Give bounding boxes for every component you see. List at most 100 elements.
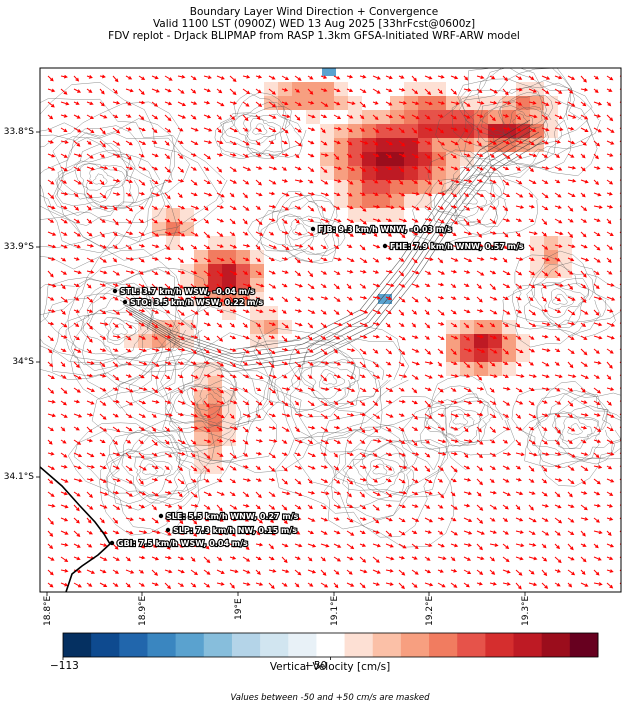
wind-arrow: [541, 400, 548, 404]
wind-arrow: [333, 335, 341, 340]
wind-arrow: [203, 504, 211, 510]
convergence-cell: [376, 138, 390, 152]
wind-arrow: [372, 491, 381, 496]
wind-arrow: [99, 88, 105, 95]
wind-arrow: [463, 413, 471, 417]
wind-arrow: [203, 296, 211, 300]
wind-arrow: [489, 556, 495, 562]
wind-arrow: [541, 140, 549, 145]
convergence-cell: [488, 334, 502, 348]
terrain-contour: [435, 68, 598, 177]
wind-arrow: [580, 335, 588, 340]
wind-arrow: [385, 205, 395, 210]
wind-arrow: [138, 452, 145, 459]
wind-arrow: [125, 556, 131, 562]
wind-arrow: [138, 75, 146, 80]
colorbar-swatch: [344, 633, 374, 657]
wind-arrow: [112, 426, 121, 433]
wind-arrow: [541, 374, 550, 379]
wind-arrow: [112, 114, 119, 119]
terrain-contour: [324, 429, 441, 520]
wind-arrow: [86, 530, 93, 535]
wind-arrow: [99, 426, 108, 432]
wind-arrow: [567, 452, 576, 458]
wind-arrow: [294, 491, 303, 496]
wind-arrow: [281, 478, 288, 485]
wind-arrow: [333, 478, 341, 484]
wind-arrow: [320, 88, 328, 92]
wind-arrow: [268, 127, 277, 132]
wind-arrow: [268, 114, 277, 119]
wind-arrow: [268, 218, 276, 222]
wind-arrow: [437, 556, 447, 561]
wind-arrow: [346, 88, 354, 92]
wind-arrow: [567, 569, 576, 576]
wind-arrow: [138, 555, 146, 560]
wind-arrow: [346, 387, 356, 392]
wind-arrow: [177, 205, 186, 210]
wind-arrow: [177, 556, 185, 561]
wind-arrow: [47, 192, 55, 200]
wind-arrow: [359, 582, 366, 589]
wind-arrow: [437, 101, 446, 105]
wind-arrow: [125, 374, 132, 378]
wind-arrow: [47, 270, 54, 278]
wind-arrow: [541, 387, 550, 391]
wind-arrow: [567, 335, 575, 340]
wind-arrow: [398, 504, 406, 509]
wind-arrow: [437, 166, 445, 171]
wind-arrow: [190, 400, 196, 406]
wind-arrow: [385, 192, 393, 198]
wind-arrow: [112, 166, 118, 172]
wind-arrow: [437, 309, 445, 316]
wind-arrow: [255, 309, 264, 314]
wind-arrow: [60, 491, 68, 496]
wind-arrow: [333, 114, 342, 119]
wind-arrow: [411, 504, 419, 508]
wind-arrow: [528, 374, 537, 378]
wind-arrow: [359, 412, 367, 417]
wind-arrow: [307, 166, 315, 173]
wind-arrow: [190, 179, 198, 186]
wind-arrow: [255, 127, 263, 132]
wind-arrow: [502, 322, 509, 327]
wind-arrow: [541, 308, 549, 313]
wind-arrow: [125, 530, 134, 535]
lat-tick-label: 33.8°S: [3, 127, 34, 137]
wind-arrow: [606, 478, 615, 483]
wind-arrow: [359, 218, 367, 225]
wind-arrow: [567, 361, 574, 369]
wind-arrow: [177, 452, 186, 456]
wind-arrow: [437, 257, 444, 264]
wind-arrow: [450, 179, 460, 184]
wind-arrow: [164, 569, 173, 574]
wind-arrow: [567, 543, 574, 551]
wind-arrow: [580, 114, 589, 120]
wind-arrow: [554, 335, 561, 342]
wind-arrow: [281, 569, 290, 573]
wind-arrow: [138, 88, 145, 96]
wind-arrow: [554, 543, 561, 550]
terrain-contour: [275, 396, 454, 548]
wind-arrow: [437, 205, 445, 210]
wind-arrow: [372, 179, 379, 184]
wind-arrow: [372, 348, 379, 354]
wind-arrow: [229, 491, 236, 497]
wind-arrow: [489, 270, 497, 275]
terrain-contour: [285, 340, 378, 413]
wind-arrow: [229, 465, 237, 471]
convergence-cell: [362, 138, 376, 152]
wind-arrow: [463, 75, 469, 81]
wind-arrow: [99, 569, 107, 574]
wind-arrow: [541, 413, 549, 417]
wind-arrow: [385, 503, 393, 508]
wind-arrow: [307, 270, 314, 278]
wind-arrow: [528, 426, 535, 431]
wind-arrow: [86, 179, 93, 185]
wind-arrow: [294, 465, 303, 470]
wind-arrow: [203, 231, 211, 239]
wind-arrow: [515, 426, 523, 431]
wind-arrow: [333, 387, 342, 392]
wind-arrow: [138, 140, 147, 145]
wind-arrow: [372, 309, 382, 314]
